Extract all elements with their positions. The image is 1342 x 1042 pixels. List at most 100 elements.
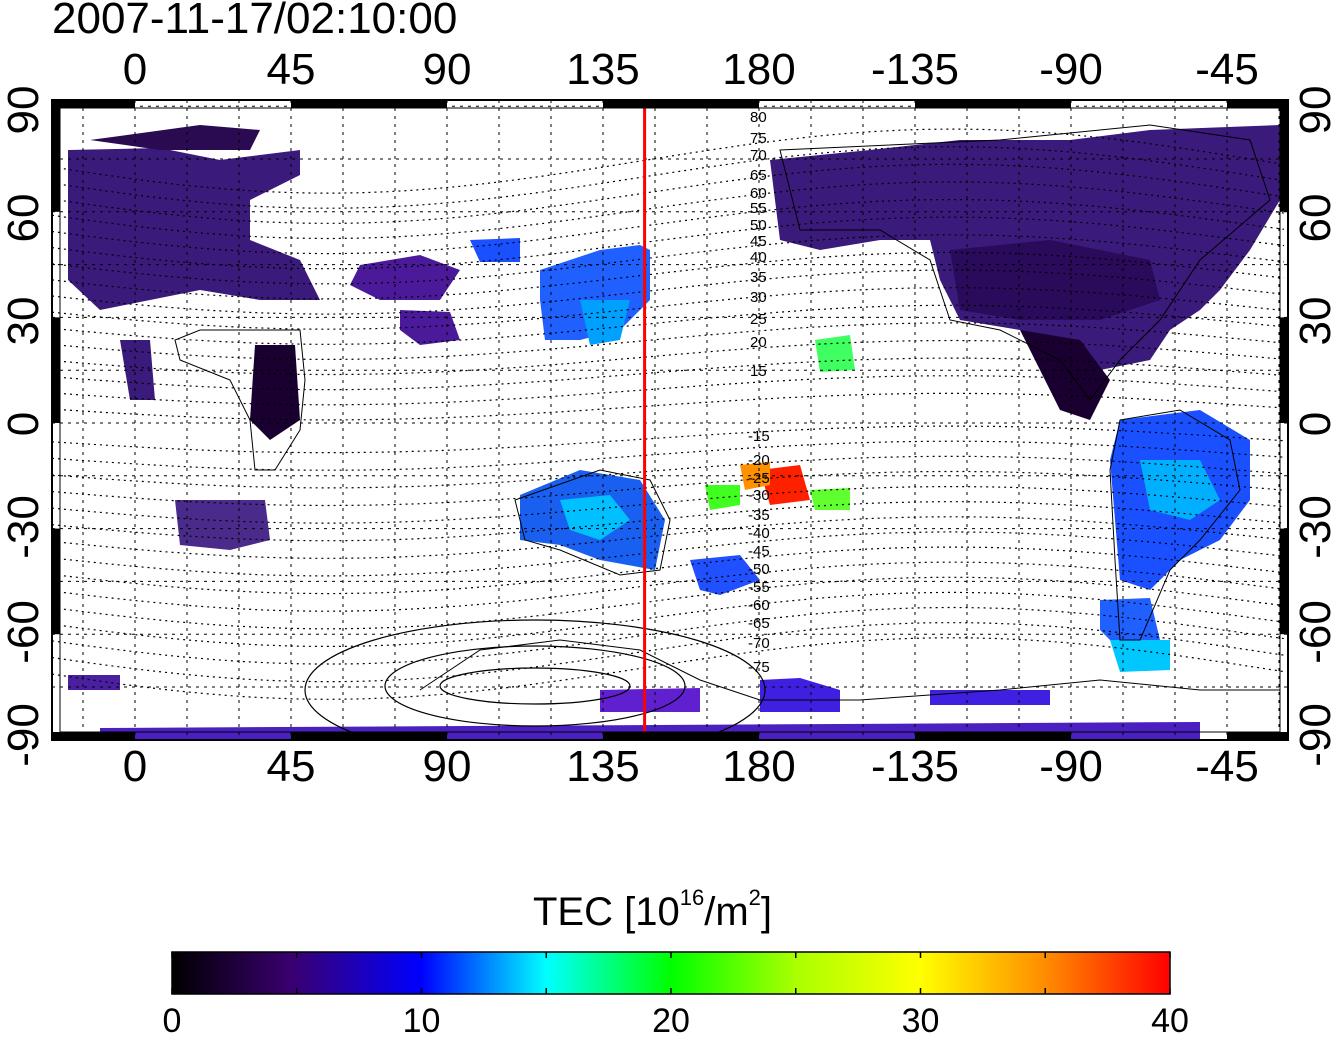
latitude-tick-label: 90 bbox=[1291, 85, 1340, 135]
magnetic-contour bbox=[52, 375, 1285, 406]
frame-checker bbox=[291, 732, 447, 740]
latitude-tick-label: 30 bbox=[0, 296, 48, 346]
magnetic-contour bbox=[52, 216, 1285, 270]
magnetic-contour bbox=[52, 440, 1285, 471]
longitude-tick-label: -135 bbox=[870, 742, 960, 791]
longitude-tick-label: 0 bbox=[122, 742, 148, 791]
frame-checker bbox=[1227, 732, 1288, 740]
latitude-tick-label: 60 bbox=[0, 193, 48, 243]
graticule-grid bbox=[52, 100, 1288, 740]
contour-label: 55 bbox=[750, 200, 767, 217]
magnetic-contour bbox=[52, 516, 1285, 559]
polar-contour bbox=[439, 667, 631, 705]
frame-checker bbox=[52, 100, 135, 108]
magnetic-contour bbox=[52, 146, 1285, 209]
colorbar-tick-label: 20 bbox=[652, 1002, 690, 1040]
magnetic-contour bbox=[52, 234, 1285, 285]
contour-label: -45 bbox=[748, 543, 770, 560]
frame-checker bbox=[52, 732, 135, 740]
latitude-tick-label: -90 bbox=[0, 703, 48, 767]
frame-checker bbox=[1280, 106, 1288, 212]
polar-contour bbox=[304, 619, 766, 740]
frame-checker bbox=[52, 528, 60, 635]
contour-label: 60 bbox=[750, 185, 767, 202]
latitude-tick-label: -30 bbox=[1291, 495, 1340, 559]
frame-checker bbox=[915, 100, 1071, 108]
latitude-tick-label: -30 bbox=[0, 495, 48, 559]
contour-label: 30 bbox=[750, 289, 767, 306]
magnetic-contour bbox=[52, 163, 1285, 224]
longitude-tick-label: 45 bbox=[266, 742, 316, 791]
contour-label: 50 bbox=[750, 217, 767, 234]
contour-label: 75 bbox=[750, 130, 767, 147]
magnetic-contour bbox=[52, 322, 1285, 360]
frame-checker bbox=[52, 106, 60, 212]
contour-label: 40 bbox=[750, 249, 767, 266]
contour-label: 70 bbox=[750, 147, 767, 164]
longitude-tick-label: -45 bbox=[1195, 742, 1259, 791]
contour-label: -65 bbox=[748, 615, 770, 632]
contour-label: -35 bbox=[748, 507, 770, 524]
colorbar-gradient bbox=[171, 951, 1171, 995]
longitude-tick-label: 135 bbox=[566, 45, 640, 94]
colorbar-tick-marks bbox=[171, 952, 1171, 994]
magnetic-contour bbox=[52, 455, 1285, 489]
contour-label: -30 bbox=[748, 487, 770, 504]
longitude-tick-label: -135 bbox=[870, 45, 960, 94]
colorbar-tick-label: 30 bbox=[901, 1002, 940, 1040]
contour-label: 45 bbox=[750, 233, 767, 250]
latitude-tick-label: -90 bbox=[1291, 703, 1340, 767]
frame-checker bbox=[915, 732, 1071, 740]
contour-label: -40 bbox=[748, 525, 770, 542]
magnetic-contour bbox=[52, 486, 1285, 524]
longitude-tick-label: 135 bbox=[566, 742, 640, 791]
map-content bbox=[52, 100, 1288, 740]
latitude-tick-label: 0 bbox=[0, 411, 48, 437]
longitude-tick-label: 180 bbox=[722, 45, 796, 94]
frame-checker bbox=[603, 100, 759, 108]
magnetic-contour bbox=[52, 546, 1285, 595]
latitude-tick-label: -60 bbox=[1291, 600, 1340, 664]
colorbar-tick-label: 0 bbox=[162, 1002, 182, 1040]
magnetic-contour bbox=[52, 339, 1285, 376]
magnetic-contour bbox=[52, 622, 1285, 683]
contour-label: -75 bbox=[748, 659, 770, 676]
contour-label: 80 bbox=[750, 109, 767, 126]
latitude-tick-label: 0 bbox=[1291, 411, 1340, 437]
contour-label: -15 bbox=[748, 428, 770, 445]
frame-checker bbox=[52, 317, 60, 423]
frame-checker bbox=[1227, 100, 1288, 108]
colorbar-title: TEC [1016/m2] bbox=[533, 884, 773, 934]
latitude-tick-label: -60 bbox=[0, 600, 48, 664]
contour-label: 35 bbox=[750, 269, 767, 286]
frame-checker bbox=[1280, 317, 1288, 423]
longitude-tick-label: -45 bbox=[1195, 45, 1259, 94]
magnetic-contour bbox=[52, 181, 1285, 240]
contour-label: -60 bbox=[748, 597, 770, 614]
longitude-tick-label: 90 bbox=[422, 45, 472, 94]
longitude-tick-label: -90 bbox=[1039, 742, 1103, 791]
magnetic-contour bbox=[52, 251, 1285, 300]
longitude-tick-label: 0 bbox=[122, 45, 148, 94]
magnetic-contour bbox=[52, 591, 1285, 647]
contour-label: -50 bbox=[748, 561, 770, 578]
frame-checker bbox=[603, 732, 759, 740]
magnetic-contour bbox=[52, 576, 1285, 630]
latitude-tick-label: 90 bbox=[0, 85, 48, 135]
latitude-tick-label: 30 bbox=[1291, 296, 1340, 346]
magnetic-contour bbox=[52, 501, 1285, 542]
magnetic-contour bbox=[52, 470, 1285, 507]
polar-contour bbox=[384, 645, 686, 727]
map-frame bbox=[51, 99, 1289, 741]
coastline-outlines bbox=[174, 124, 1280, 701]
longitude-tick-label: -90 bbox=[1039, 45, 1103, 94]
longitude-tick-label: 180 bbox=[722, 742, 796, 791]
contour-label: 65 bbox=[750, 167, 767, 184]
contour-label: -20 bbox=[748, 452, 770, 469]
magnetic-contour bbox=[52, 357, 1285, 391]
magnetic-contour bbox=[52, 606, 1285, 665]
magnetic-contour bbox=[52, 199, 1285, 255]
